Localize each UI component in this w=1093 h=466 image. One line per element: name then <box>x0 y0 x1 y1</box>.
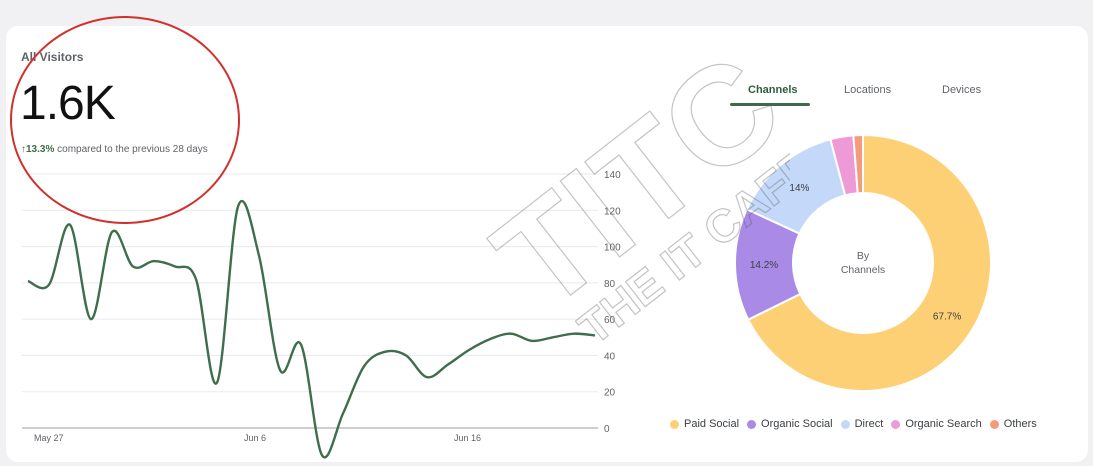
legend-swatch-icon <box>747 419 757 429</box>
breakdown-tabs: Channels Locations Devices <box>730 80 1010 110</box>
legend-label: Others <box>1003 418 1037 430</box>
y-tick-label: 0 <box>604 424 610 435</box>
legend-item[interactable]: Paid Social <box>670 418 739 430</box>
slice-label: 14.2% <box>750 260 778 271</box>
legend-swatch-icon <box>891 419 901 429</box>
legend-label: Organic Search <box>905 418 982 430</box>
change-percentage: 13.3% <box>26 144 55 155</box>
change-summary: ↑13.3% compared to the previous 28 days <box>21 144 208 155</box>
legend-item[interactable]: Organic Search <box>891 418 982 430</box>
x-tick-label: May 27 <box>34 433 64 443</box>
tab-locations[interactable]: Locations <box>844 84 892 96</box>
visitors-card <box>6 26 1088 462</box>
legend-swatch-icon <box>670 419 679 429</box>
card-title: All Visitors <box>21 50 84 64</box>
tab-channels[interactable]: Channels <box>748 84 798 96</box>
visitors-series-line <box>27 199 596 459</box>
y-tick-label: 120 <box>604 206 621 217</box>
change-description: compared to the previous 28 days <box>57 144 208 155</box>
y-tick-label: 100 <box>604 243 621 254</box>
legend-label: Direct <box>854 418 884 430</box>
legend-item[interactable]: Organic Social <box>747 418 833 430</box>
active-tab-indicator <box>730 103 810 106</box>
donut-center-label: Channels <box>841 264 885 276</box>
legend-swatch-icon <box>989 419 999 429</box>
x-tick-label: Jun 16 <box>454 433 481 443</box>
visitor-count: 1.6K <box>20 77 116 130</box>
tab-devices[interactable]: Devices <box>942 84 982 96</box>
up-arrow-icon: ↑ <box>21 144 26 155</box>
y-tick-label: 140 <box>604 170 621 181</box>
y-tick-label: 40 <box>604 351 616 362</box>
legend-item[interactable]: Direct <box>840 418 884 430</box>
slice-label: 67.7% <box>933 311 961 322</box>
legend-swatch-icon <box>840 419 850 429</box>
y-tick-label: 80 <box>604 279 616 290</box>
slice-label: 14% <box>789 183 809 194</box>
donut-slice-others[interactable] <box>852 133 864 195</box>
y-tick-label: 20 <box>604 388 616 399</box>
legend-label: Organic Social <box>761 418 833 430</box>
y-tick-label: 60 <box>604 315 616 326</box>
legend-label: Paid Social <box>684 418 740 430</box>
donut-slice-paid-social[interactable] <box>746 133 992 392</box>
x-tick-label: Jun 6 <box>244 433 266 443</box>
chart-legend: Paid Social Organic Social Direct Organic S… <box>670 418 1045 432</box>
donut-center-label: By <box>857 250 870 262</box>
legend-item[interactable]: Others <box>989 418 1037 430</box>
